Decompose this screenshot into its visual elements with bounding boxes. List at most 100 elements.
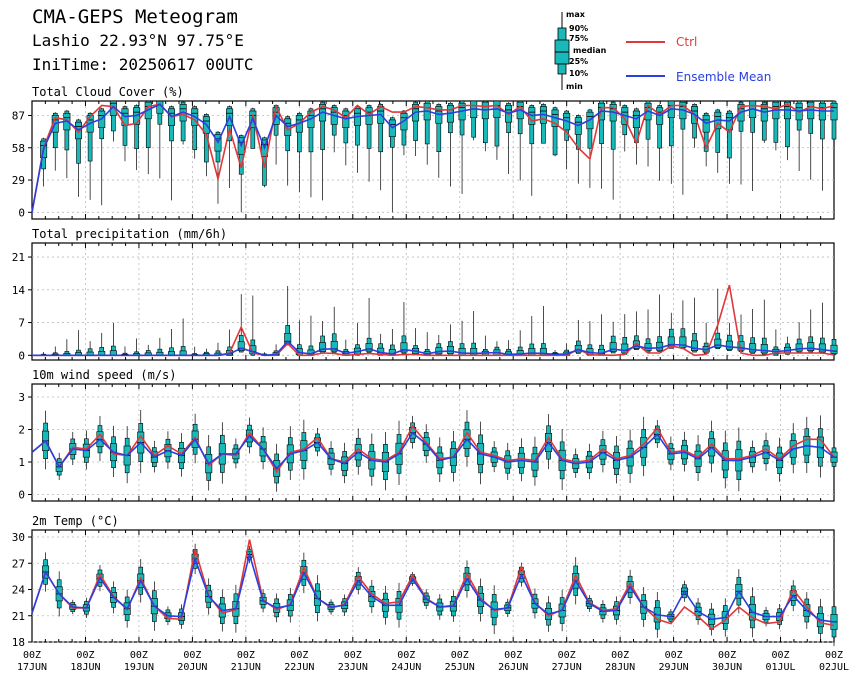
box-outer (483, 100, 488, 144)
box-outer (297, 112, 302, 153)
x-tick-label-date: 20JUN (177, 662, 207, 673)
box-outer (424, 100, 430, 145)
ensemble-box (830, 295, 838, 356)
box-outer (541, 104, 546, 144)
x-tick-label-date: 29JUN (659, 662, 689, 673)
y-tick-label: 58 (12, 142, 25, 155)
x-tick-label-time: 00Z (76, 650, 94, 661)
ensemble-box (237, 294, 245, 353)
legend-box-label: max (566, 10, 586, 19)
x-tick-label-date: 17JUN (17, 662, 47, 673)
box-outer (785, 100, 790, 148)
x-tick-label-time: 00Z (504, 650, 522, 661)
x-tick-label-time: 00Z (825, 650, 843, 661)
legend-mean-label: Ensemble Mean (676, 70, 771, 84)
box-inner (656, 341, 664, 351)
plot-frame (31, 100, 835, 220)
panel-title: Total precipitation (mm/6h) (32, 227, 227, 241)
ensemble-box (551, 106, 559, 157)
y-tick-label: 0 (18, 206, 25, 219)
box-outer (308, 108, 314, 153)
panel-title: Total Cloud Cover (%) (32, 85, 184, 99)
box-outer (610, 101, 616, 150)
x-tick-label-time: 00Z (611, 650, 629, 661)
box-outer (145, 100, 151, 148)
y-tick-label: 27 (12, 557, 25, 570)
box-inner (109, 100, 117, 116)
ensemble-box (284, 286, 292, 346)
box-inner (818, 343, 826, 353)
y-tick-label: 2 (18, 424, 25, 437)
x-tick-label-time: 00Z (344, 650, 362, 661)
x-tick-label-time: 00Z (23, 650, 41, 661)
y-tick-label: 3 (18, 391, 25, 404)
box-outer (413, 101, 418, 141)
legend-ctrl-label: Ctrl (676, 35, 697, 49)
x-tick-label-date: 26JUN (498, 662, 528, 673)
x-tick-label-date: 27JUN (552, 662, 582, 673)
y-tick-label: 0 (18, 489, 25, 502)
box-inner (400, 342, 408, 353)
init-time-label: IniTime: 20250617 00UTC (32, 55, 254, 74)
panel-1: Total Cloud Cover (%) 0 29 58 87 (12, 85, 838, 220)
panel-title: 10m wind speed (m/s) (32, 368, 177, 382)
box-inner (795, 343, 803, 352)
x-tick-label-date: 30JUN (712, 662, 742, 673)
y-tick-label: 29 (12, 174, 25, 187)
x-tick-label-date: 18JUN (70, 662, 100, 673)
panel-3: 10m wind speed (m/s) 0 1 2 3 (18, 368, 838, 502)
y-tick-label: 87 (12, 109, 25, 122)
legend-box-label: min (566, 82, 583, 91)
box-inner (237, 341, 245, 351)
panel-2: Total precipitation (mm/6h) 0 7 14 21 (12, 227, 838, 362)
box-outer (320, 101, 325, 150)
legend-lower-box (557, 63, 567, 75)
legend-box-label: 75% (569, 34, 588, 43)
chart-title: CMA-GEPS Meteogram (32, 6, 238, 28)
y-tick-label: 14 (12, 284, 26, 297)
plot-frame (31, 529, 835, 643)
x-tick-label-time: 00Z (665, 650, 683, 661)
box-outer (727, 110, 732, 159)
x-tick-label-time: 00Z (183, 650, 201, 661)
box-inner (830, 344, 838, 354)
box-inner (679, 336, 687, 348)
box-inner (249, 345, 257, 355)
ensemble-box (156, 100, 164, 179)
mean-series-line (31, 551, 835, 623)
box-outer (87, 112, 93, 162)
mean-series-line (31, 103, 834, 213)
ensemble-box (621, 314, 629, 355)
mean-series-line (31, 431, 835, 470)
box-inner (691, 340, 699, 351)
box-inner (749, 343, 757, 353)
x-tick-label-time: 00Z (558, 650, 576, 661)
box-inner (470, 347, 478, 356)
box-outer (192, 106, 198, 151)
box-outer (134, 105, 139, 150)
x-tick-label-date: 21JUN (231, 662, 261, 673)
box-inner (319, 342, 327, 352)
y-tick-label: 0 (18, 349, 25, 362)
box-outer (657, 105, 662, 149)
box-outer (180, 101, 186, 142)
ensemble-box (179, 101, 187, 145)
legend-boxplot-key: max 90%75% median 25% 10% min (554, 10, 607, 91)
box-inner (330, 340, 338, 352)
box-inner (760, 344, 768, 354)
box-inner (714, 338, 722, 348)
y-tick-label: 21 (12, 610, 25, 623)
ensemble-box (760, 299, 768, 355)
ctrl-series-line (31, 424, 835, 474)
ensemble-box (539, 103, 547, 144)
box-inner (807, 342, 815, 351)
box-outer (366, 105, 372, 149)
box-outer (715, 109, 721, 153)
y-tick-label: 1 (18, 456, 25, 469)
box-outer (250, 108, 256, 149)
legend-box-label: 10% (569, 69, 588, 78)
box-outer (64, 110, 70, 151)
box-inner (446, 346, 454, 354)
x-tick-label-date: 19JUN (124, 662, 154, 673)
